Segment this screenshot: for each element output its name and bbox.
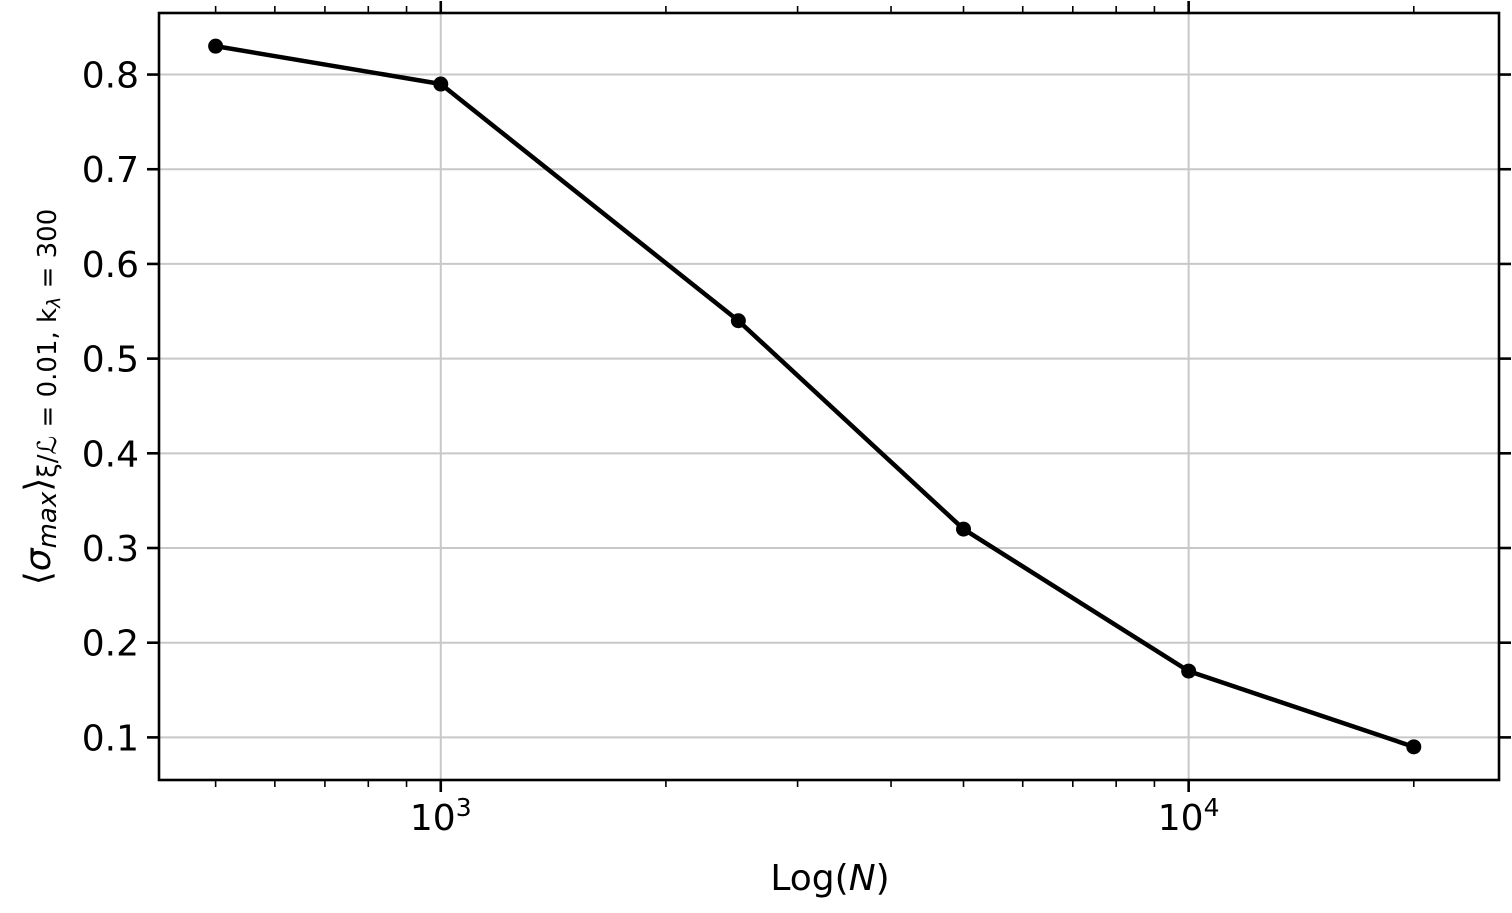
- y-tick-label: 0.2: [82, 624, 139, 665]
- y-tick-labels: 0.1 0.2 0.3 0.4 0.5 0.6 0.7 0.8: [82, 56, 139, 760]
- series-line: [215, 43, 1415, 749]
- data-point: [956, 521, 972, 537]
- data-point: [1181, 663, 1197, 679]
- y-axis-label: ⟨σmax⟩ξ/ℒ = 0.01, kλ = 300: [18, 209, 65, 586]
- minor-ticks: [214, 6, 1415, 787]
- data-point: [730, 313, 746, 329]
- x-tick-label: 103: [410, 793, 472, 839]
- data-point: [208, 38, 224, 54]
- x-tick-label: 104: [1158, 793, 1220, 839]
- y-tick-label: 0.1: [82, 718, 139, 759]
- y-tick-label: 0.4: [82, 434, 139, 475]
- y-tick-label: 0.5: [82, 340, 139, 381]
- major-ticks: [147, 1, 1511, 792]
- data-point: [1406, 739, 1422, 755]
- data-point: [433, 76, 449, 92]
- plot-frame: [157, 11, 1501, 782]
- y-tick-label: 0.8: [82, 56, 139, 97]
- y-tick-label: 0.7: [82, 150, 139, 191]
- x-axis-label: Log(N): [770, 858, 889, 899]
- y-tick-label: 0.3: [82, 529, 139, 570]
- x-tick-labels: 103 104: [410, 793, 1220, 839]
- grid-lines: [159, 13, 1499, 780]
- y-tick-label: 0.6: [82, 245, 139, 286]
- series-layer: [208, 38, 1422, 755]
